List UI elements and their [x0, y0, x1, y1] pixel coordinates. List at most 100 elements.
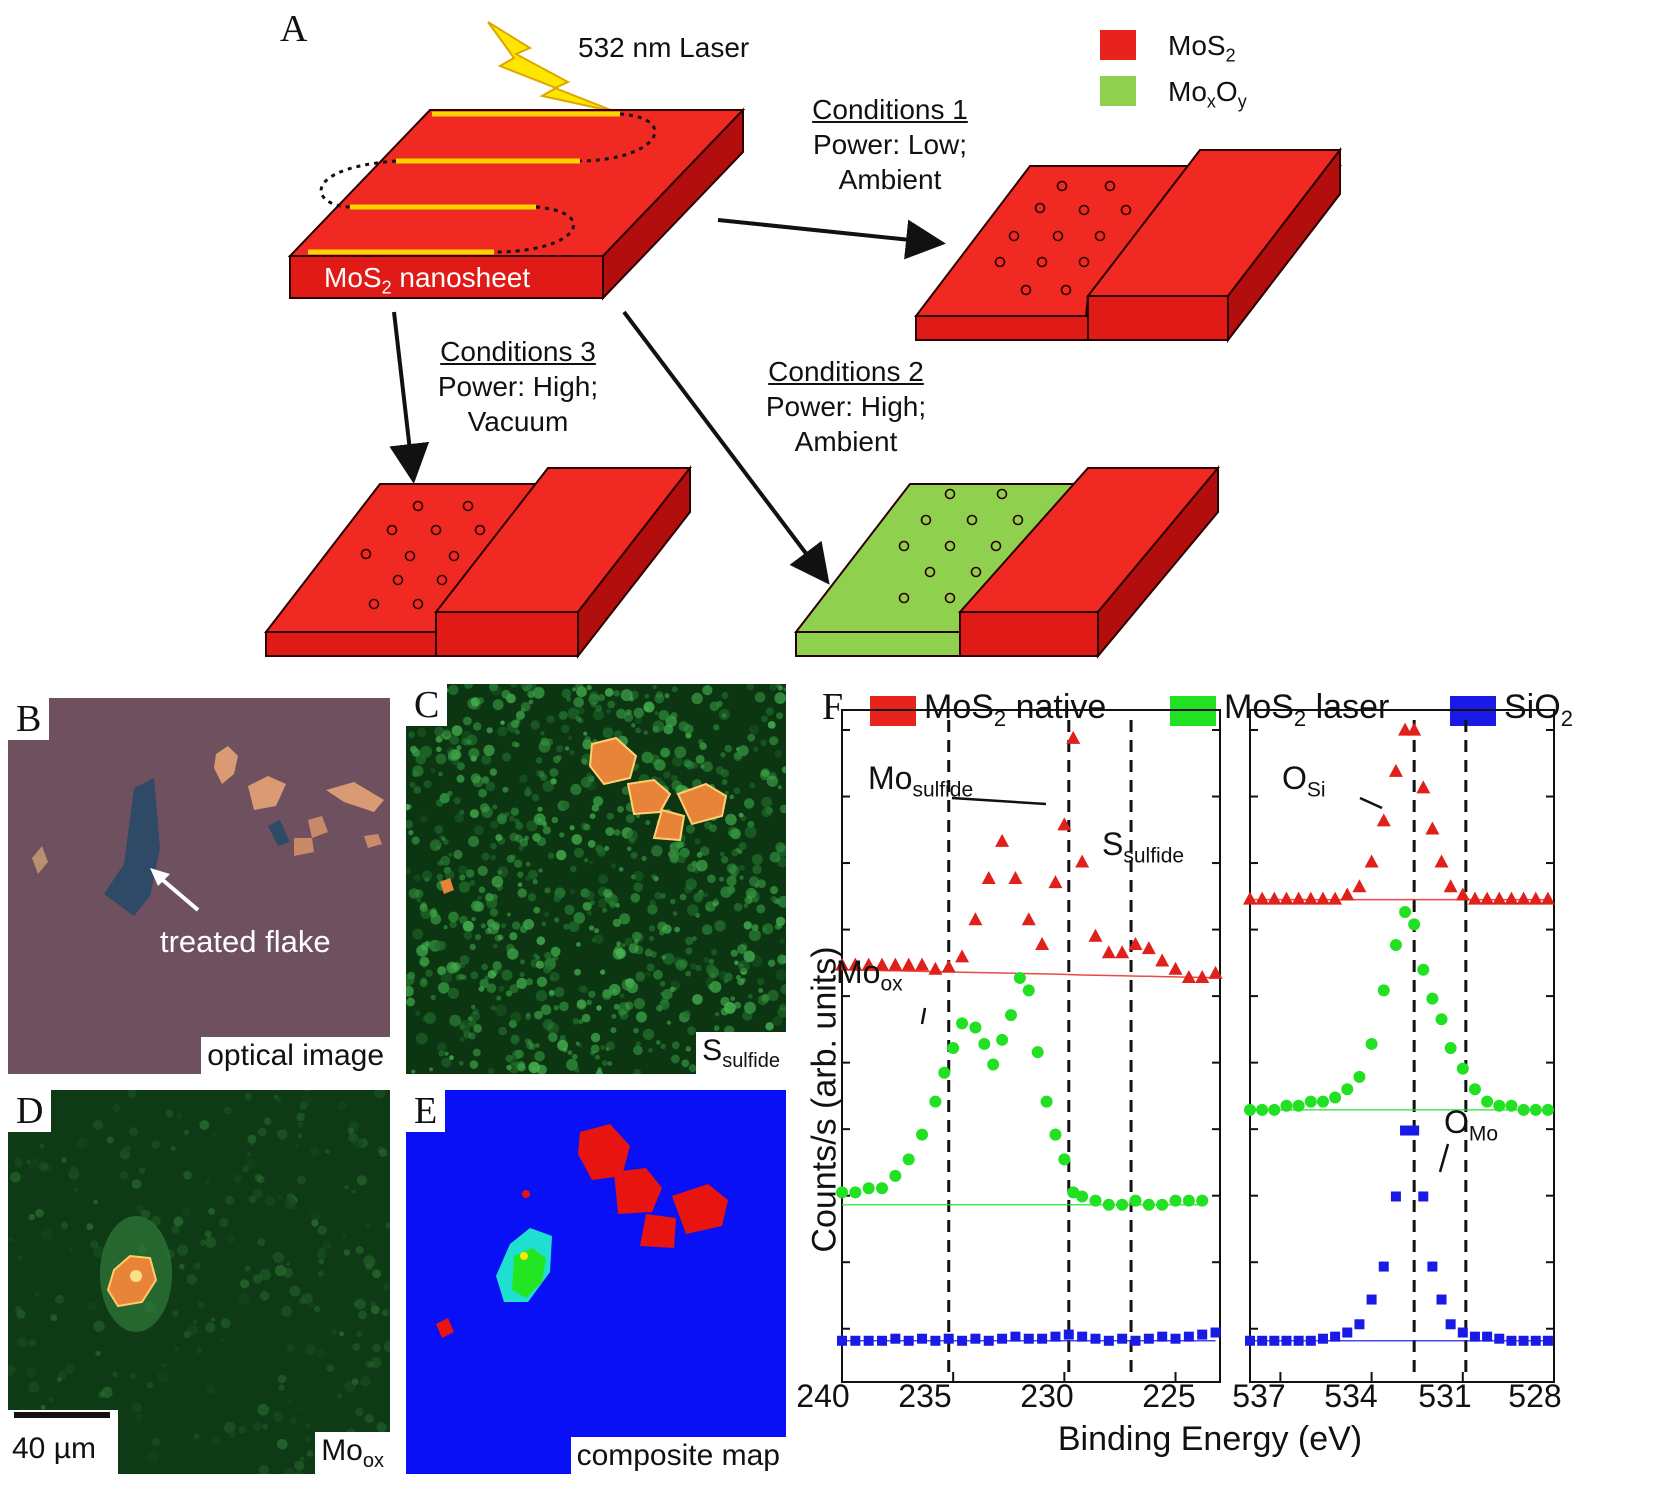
data-point-square	[1542, 1335, 1553, 1346]
panel-a-diagram	[263, 21, 1343, 659]
data-point-circle	[1102, 1198, 1115, 1211]
data-point-triangle	[1455, 887, 1470, 901]
mos2-nanosheet-block	[287, 107, 746, 301]
data-point-circle	[1004, 1009, 1017, 1022]
x-tick-right-1: 534	[1324, 1378, 1378, 1414]
data-point-triangle	[1008, 871, 1023, 885]
sulfide-map-image	[406, 684, 786, 1074]
data-point-triangle	[835, 957, 849, 971]
data-point-triangle	[1291, 891, 1306, 905]
data-point-circle	[1353, 1070, 1366, 1083]
data-point-triangle	[1195, 969, 1210, 983]
data-point-square	[1063, 1329, 1074, 1340]
data-point-circle	[1049, 1128, 1062, 1141]
panel-b-caption: optical image	[201, 1037, 390, 1074]
data-point-circle	[1541, 1103, 1554, 1116]
panel-e-letter: E	[406, 1090, 446, 1132]
scalebar-label: 40 µm	[12, 1432, 96, 1465]
data-point-circle	[916, 1128, 929, 1141]
scalebar-line	[14, 1412, 110, 1418]
data-point-circle	[862, 1182, 875, 1195]
data-point-triangle	[1416, 780, 1431, 794]
xps-plots	[835, 709, 1555, 1383]
data-point-square	[1281, 1335, 1292, 1346]
data-point-triangle	[928, 961, 943, 975]
data-point-square	[1494, 1333, 1505, 1344]
conditions-2-text: Conditions 2 Power: High; Ambient	[765, 356, 927, 457]
data-point-square	[1445, 1319, 1456, 1330]
data-point-triangle	[1035, 936, 1050, 950]
data-point-triangle	[1434, 854, 1449, 868]
data-point-triangle	[1467, 891, 1482, 905]
data-point-circle	[1304, 1095, 1317, 1108]
treated-flake-arrow	[150, 868, 200, 912]
data-point-circle	[1022, 984, 1035, 997]
composite-map-image	[406, 1090, 786, 1474]
data-point-triangle	[1057, 817, 1072, 831]
data-point-triangle	[1425, 821, 1440, 835]
nanosheet-label: MoS2 nanosheet	[324, 262, 531, 298]
data-point-triangle	[1352, 879, 1367, 893]
panel-f-legend: MoS2 native MoS2 laser SiO2	[870, 688, 1650, 734]
data-point-square	[1418, 1191, 1429, 1202]
legend-label-laser: MoS2 laser	[1224, 688, 1390, 731]
data-point-triangle	[1279, 891, 1294, 905]
data-point-square	[1103, 1335, 1114, 1346]
data-point-circle	[1076, 1190, 1089, 1203]
data-point-circle	[1444, 1042, 1457, 1055]
conditions-3-result-block	[263, 465, 693, 659]
panel-c-sulfide-map: C Ssulfide	[406, 684, 786, 1074]
data-point-triangle	[1181, 969, 1196, 983]
data-point-square	[1436, 1294, 1447, 1305]
data-point-triangle	[1516, 891, 1531, 905]
x-tick-left-0: 240	[796, 1378, 850, 1414]
data-point-triangle	[1243, 891, 1257, 905]
data-point-triangle	[1115, 945, 1130, 959]
data-point-square	[1245, 1335, 1255, 1346]
data-point-square	[1317, 1333, 1328, 1344]
legend-moxoy-label: MoxOy	[1168, 76, 1247, 112]
data-point-triangle	[1504, 891, 1519, 905]
data-point-triangle	[1075, 854, 1090, 868]
data-point-square	[1157, 1331, 1168, 1342]
data-point-square	[1257, 1335, 1268, 1346]
data-point-circle	[1417, 963, 1430, 976]
data-point-square	[1170, 1333, 1181, 1344]
data-point-circle	[1156, 1198, 1169, 1211]
data-point-triangle	[981, 871, 996, 885]
panel-b-letter: B	[8, 698, 50, 740]
data-point-circle	[929, 1095, 942, 1108]
panel-c-letter: C	[406, 684, 448, 726]
data-point-square	[1037, 1333, 1048, 1344]
data-point-triangle	[861, 957, 876, 971]
data-point-circle	[1377, 984, 1390, 997]
panel-e-composite-map: E composite map	[406, 1090, 786, 1474]
data-point-circle	[1493, 1099, 1506, 1112]
data-point-square	[970, 1333, 981, 1344]
data-point-triangle	[1364, 854, 1379, 868]
data-point-circle	[1058, 1153, 1071, 1166]
data-point-square	[917, 1333, 928, 1344]
data-point-triangle	[1128, 936, 1143, 950]
annotation-s-sulfide: Ssulfide	[1102, 826, 1185, 868]
data-point-square	[1210, 1327, 1221, 1338]
data-point-circle	[947, 1042, 960, 1055]
legend-swatch-mos2	[1100, 30, 1136, 60]
data-point-square	[903, 1335, 914, 1346]
data-point-triangle	[1443, 879, 1458, 893]
data-point-square	[1117, 1333, 1128, 1344]
data-point-circle	[1481, 1095, 1494, 1108]
data-point-square	[837, 1335, 847, 1346]
data-point-triangle	[1155, 953, 1170, 967]
legend-label-native: MoS2 native	[924, 688, 1107, 731]
data-point-circle	[1129, 1194, 1142, 1207]
data-point-square	[877, 1335, 888, 1346]
data-point-circle	[1031, 1046, 1044, 1059]
data-point-circle	[1256, 1103, 1269, 1116]
x-tick-right-3: 528	[1508, 1378, 1562, 1414]
data-point-circle	[1505, 1099, 1518, 1112]
data-point-circle	[1456, 1062, 1469, 1075]
annotation-o-si: OSi	[1282, 760, 1326, 802]
data-point-square	[1518, 1335, 1529, 1346]
panel-a-letter: A	[280, 8, 308, 50]
